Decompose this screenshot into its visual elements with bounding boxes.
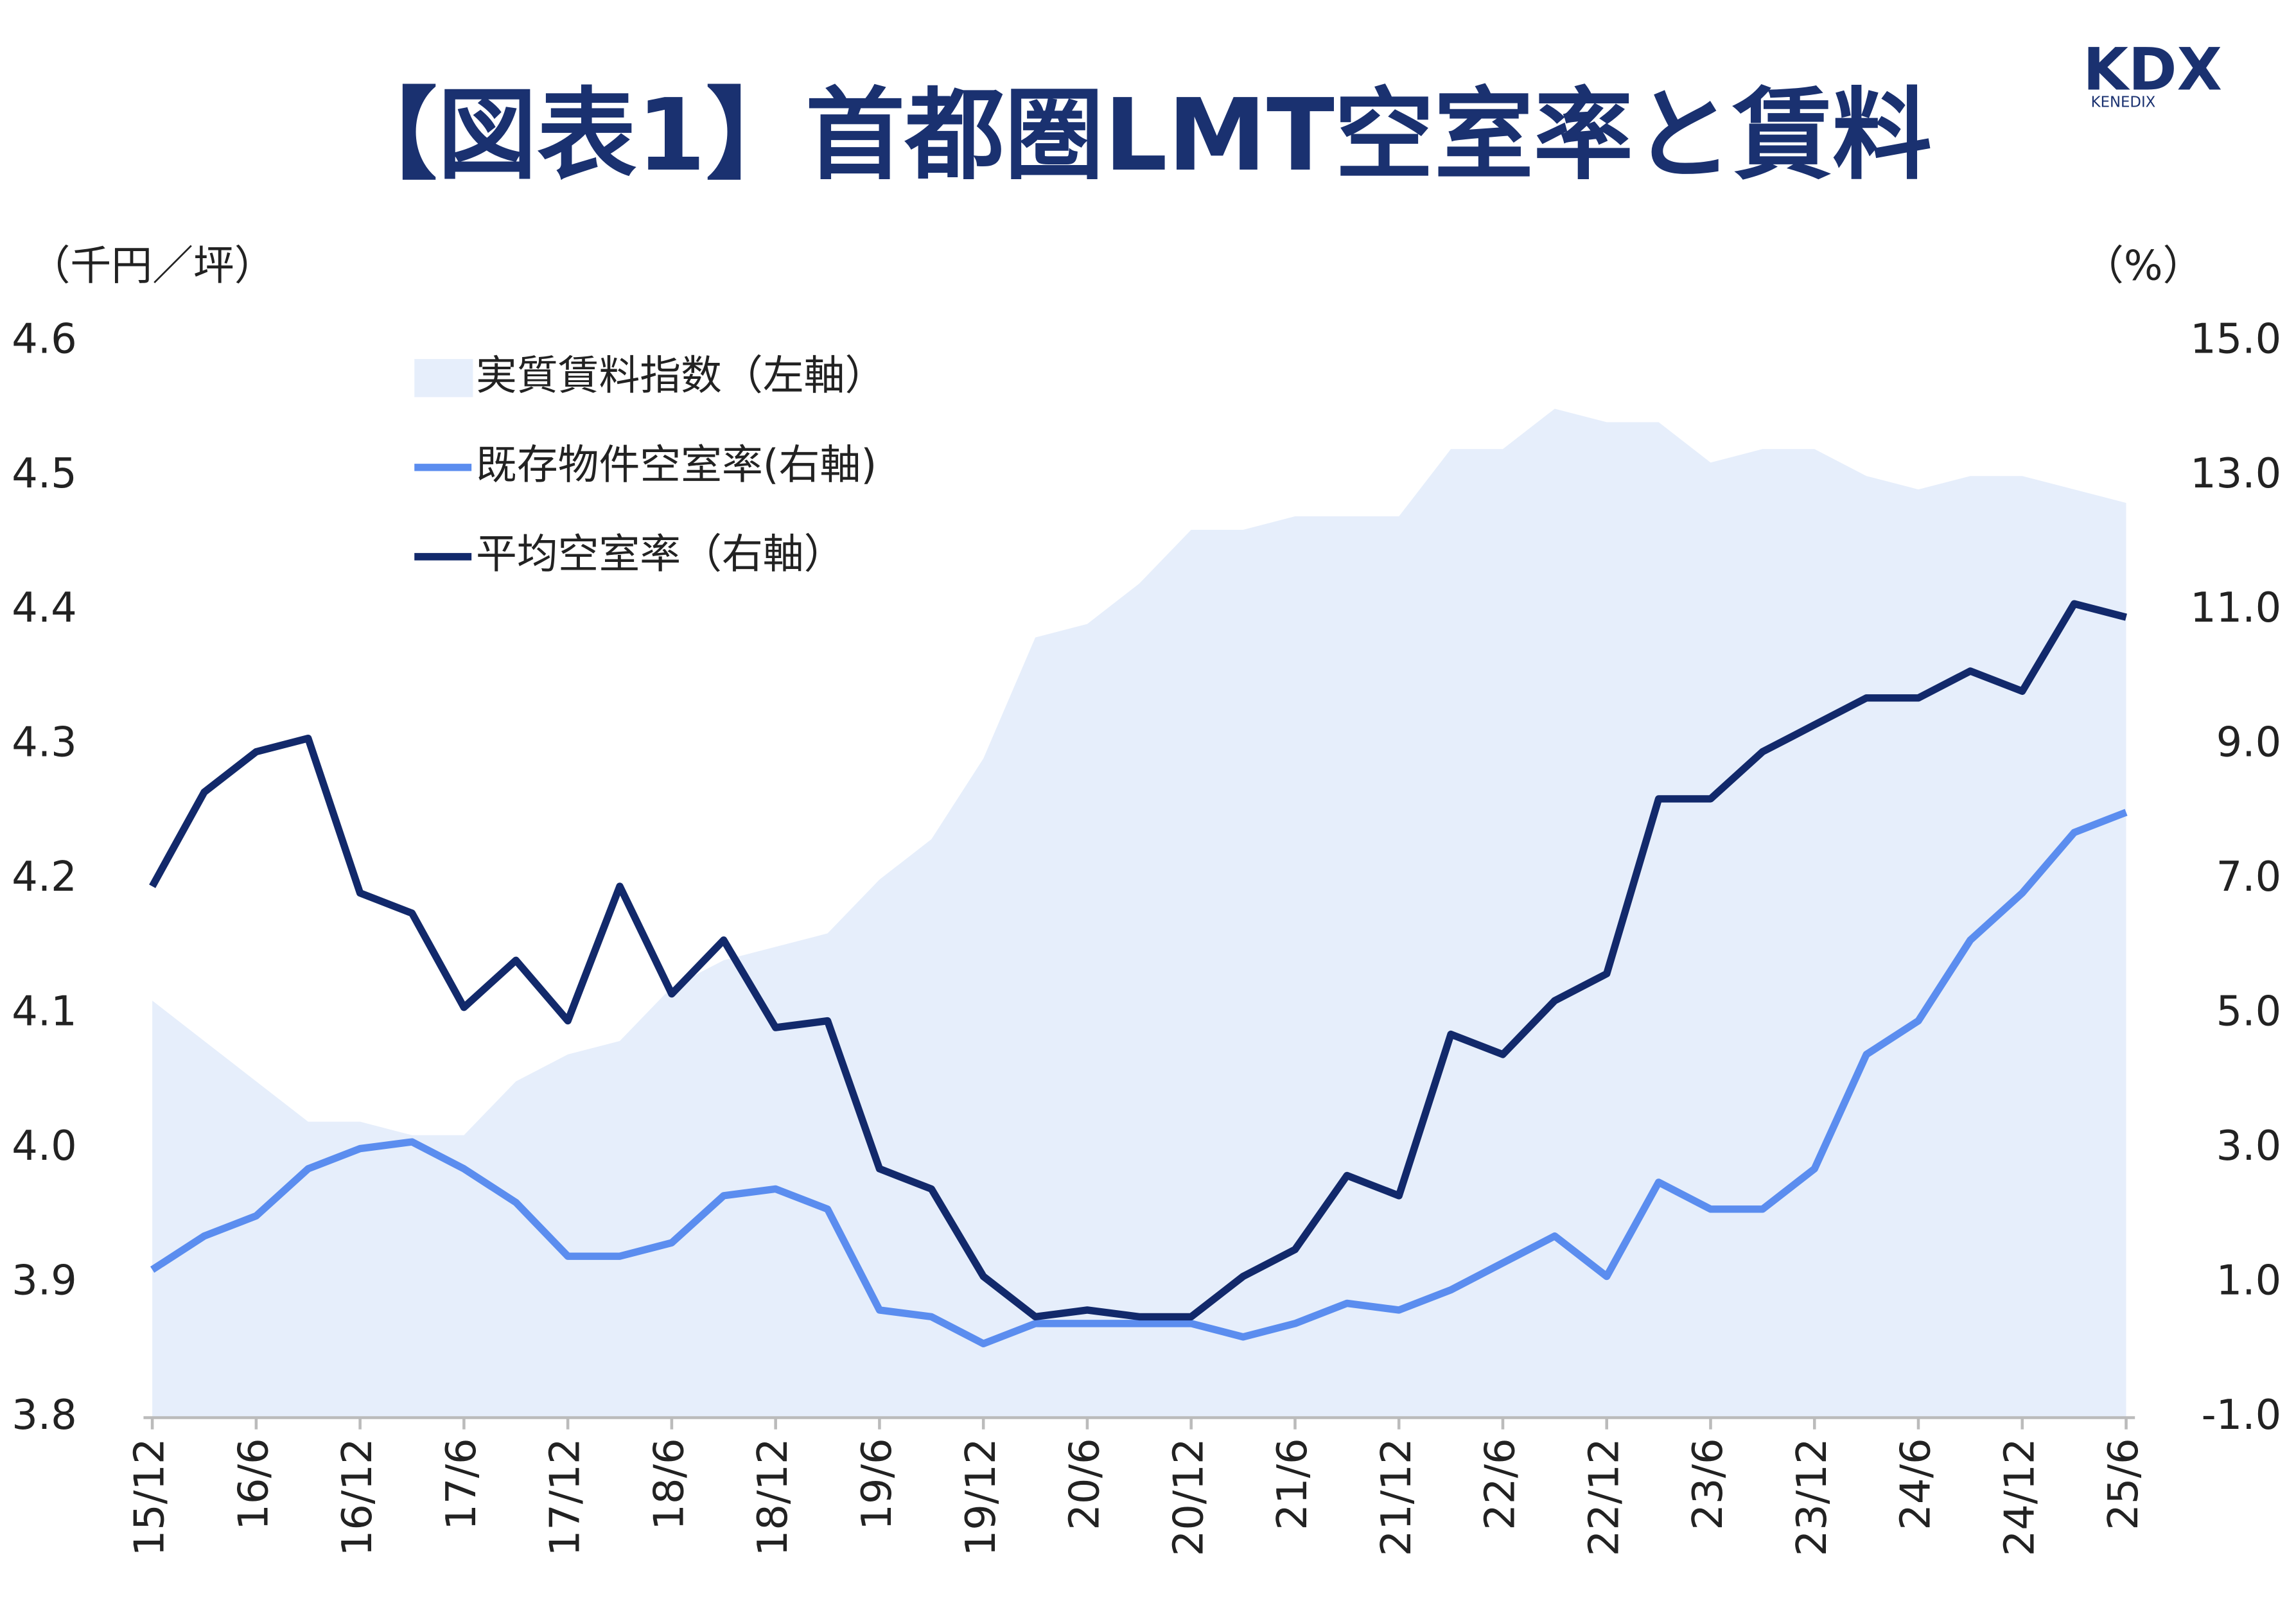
y2-axis-unit: （%） bbox=[2083, 242, 2204, 290]
y-tick-label: 4.1 bbox=[12, 988, 77, 1036]
x-tick-label: 21/6 bbox=[1269, 1438, 1317, 1530]
x-tick-label: 22/6 bbox=[1477, 1438, 1525, 1530]
x-tick-label: 22/12 bbox=[1581, 1438, 1628, 1556]
logo-sub: KENEDIX bbox=[2091, 94, 2156, 111]
y-tick-label: 4.3 bbox=[12, 719, 77, 767]
legend-label: 実質賃料指数（左軸） bbox=[476, 352, 886, 399]
x-tick-label: 19/6 bbox=[854, 1438, 901, 1530]
legend-label: 既存物件空室率(右軸) bbox=[476, 441, 877, 489]
x-tick-label: 25/6 bbox=[2100, 1438, 2148, 1530]
x-tick-label: 23/6 bbox=[1685, 1438, 1732, 1530]
y-tick-label: 4.0 bbox=[12, 1123, 77, 1170]
y-tick-label: 4.6 bbox=[12, 315, 77, 363]
y2-tick-label: 15.0 bbox=[2190, 315, 2281, 363]
y-tick-label: 3.8 bbox=[12, 1392, 77, 1439]
chart-title: 【図表1】首都圏LMT空室率と賃料 bbox=[338, 77, 1932, 193]
y-tick-label: 3.9 bbox=[12, 1257, 77, 1305]
x-tick-label: 17/12 bbox=[542, 1438, 590, 1556]
x-tick-label: 20/12 bbox=[1165, 1438, 1213, 1556]
y2-tick-label: 11.0 bbox=[2190, 584, 2281, 632]
x-tick-label: 24/6 bbox=[1893, 1438, 1940, 1530]
x-tick-label: 18/6 bbox=[645, 1438, 693, 1530]
x-tick-label: 17/6 bbox=[438, 1438, 486, 1530]
x-tick-label: 23/12 bbox=[1789, 1438, 1836, 1556]
x-tick-label: 19/12 bbox=[958, 1438, 1005, 1556]
x-tick-label: 16/12 bbox=[334, 1438, 381, 1556]
y-tick-label: 4.2 bbox=[12, 853, 77, 901]
y2-tick-label: 7.0 bbox=[2216, 853, 2282, 901]
line bbox=[150, 809, 2128, 1347]
y2-tick-label: 9.0 bbox=[2216, 719, 2282, 767]
x-tick-label: 21/12 bbox=[1373, 1438, 1421, 1556]
area bbox=[152, 408, 2126, 1418]
y-tick-label: 4.5 bbox=[12, 450, 77, 498]
y2-tick-label: -1.0 bbox=[2202, 1392, 2282, 1439]
logo: KDX bbox=[2083, 35, 2222, 103]
line bbox=[149, 600, 2127, 1321]
y2-tick-label: 3.0 bbox=[2216, 1123, 2282, 1170]
x-tick-label: 16/6 bbox=[230, 1438, 277, 1530]
legend-swatch bbox=[414, 359, 473, 398]
y2-tick-label: 1.0 bbox=[2216, 1257, 2282, 1305]
x-tick-label: 24/12 bbox=[1996, 1438, 2044, 1556]
y-tick-label: 4.4 bbox=[12, 584, 77, 632]
y-axis-unit: （千円／坪） bbox=[30, 242, 276, 290]
y2-tick-label: 13.0 bbox=[2190, 450, 2281, 498]
x-tick-label: 20/6 bbox=[1062, 1438, 1109, 1530]
legend-label: 平均空室率（右軸） bbox=[476, 530, 845, 578]
x-tick-label: 15/12 bbox=[127, 1438, 174, 1556]
y2-tick-label: 5.0 bbox=[2216, 988, 2282, 1036]
x-tick-label: 18/12 bbox=[749, 1438, 797, 1556]
